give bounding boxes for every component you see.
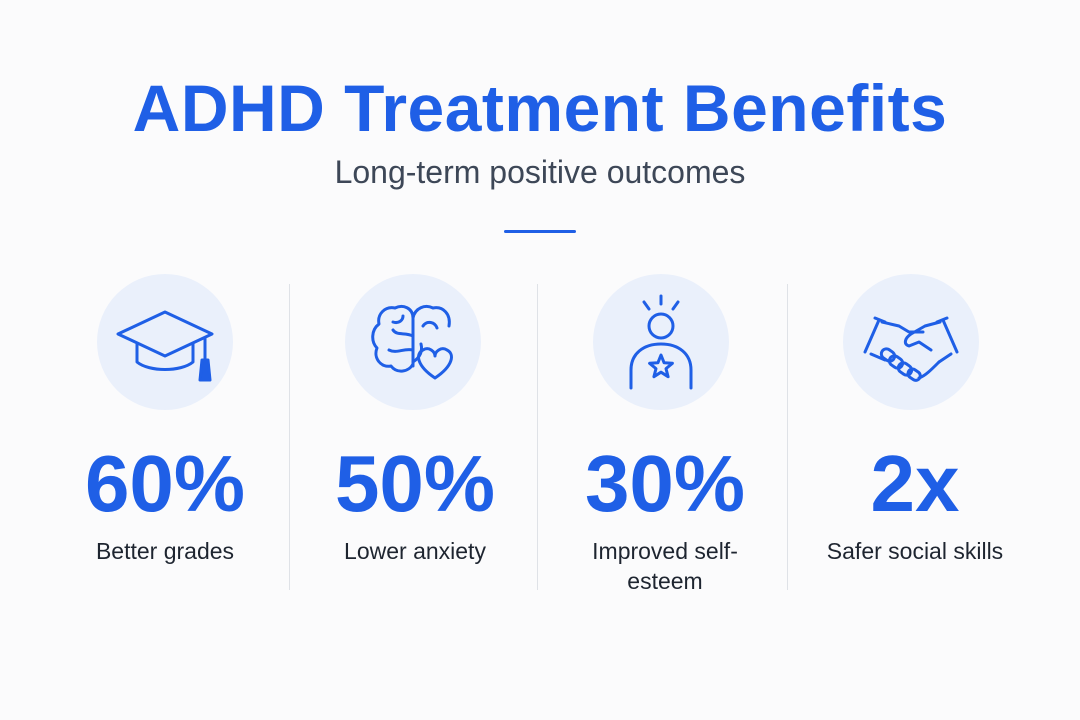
column-divider	[787, 284, 788, 590]
stat-card-anxiety: 50% Lower anxiety	[290, 270, 540, 600]
brain-heart-icon	[371, 304, 453, 380]
stat-label: Improved self-esteem	[592, 538, 738, 594]
column-divider	[289, 284, 290, 590]
stat-card-social-skills: 2x Safer social skills	[790, 270, 1040, 600]
stat-value: 60%	[84, 439, 246, 528]
person-star-icon	[629, 294, 693, 390]
stat-card-grades: 60% Better grades	[40, 270, 290, 600]
stat-label: Safer social skills	[826, 538, 1004, 564]
stat-value: 2x	[870, 439, 960, 528]
stat-value: 50%	[334, 439, 496, 528]
stat-label: Better grades	[95, 538, 235, 564]
column-divider	[537, 284, 538, 590]
page-subtitle: Long-term positive outcomes	[334, 154, 746, 190]
icon-badge	[345, 274, 481, 410]
stat-label: Lower anxiety	[344, 538, 486, 564]
graduation-cap-icon	[116, 310, 214, 382]
icon-badge	[843, 274, 979, 410]
icon-badge	[97, 274, 233, 410]
handshake-icon	[863, 316, 959, 382]
title-accent-divider	[504, 230, 576, 233]
stats-row: 60% Better grades 50% Lower anxiety	[40, 270, 1040, 600]
page-title: ADHD Treatment Benefits	[132, 71, 948, 145]
icon-badge	[593, 274, 729, 410]
stat-value: 30%	[584, 439, 746, 528]
stat-card-self-esteem: 30% Improved self-esteem	[540, 270, 790, 600]
